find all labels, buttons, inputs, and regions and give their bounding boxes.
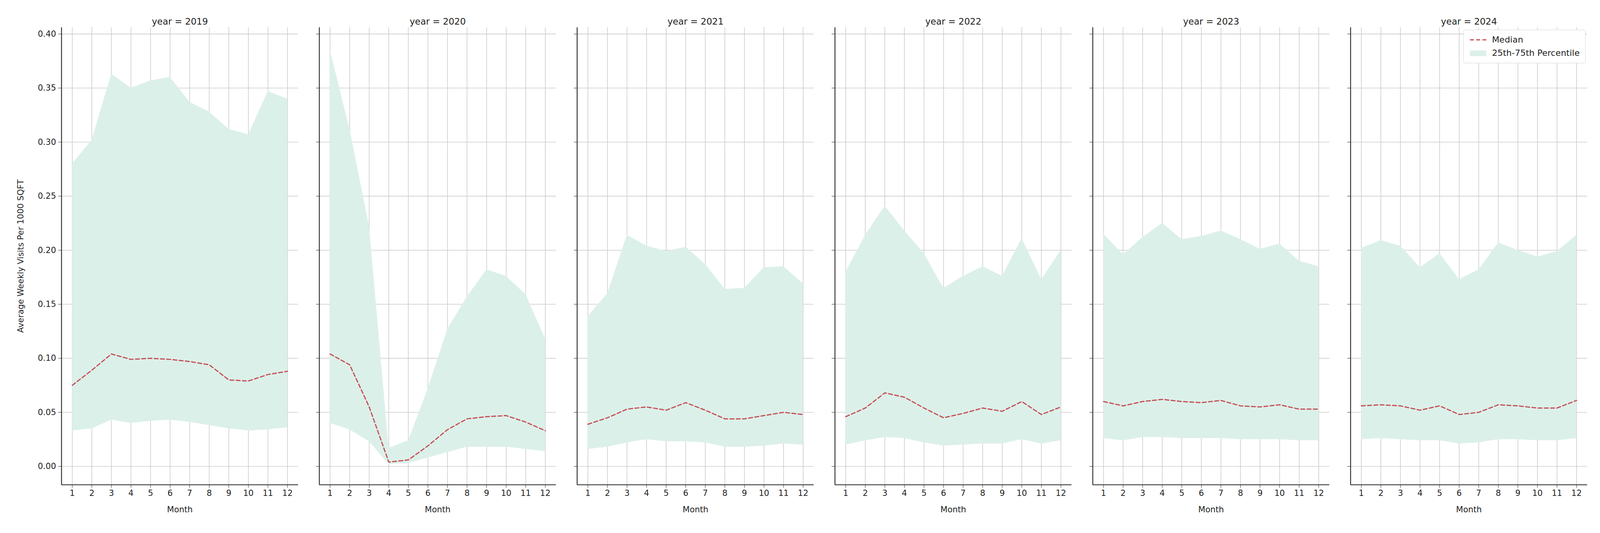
svg-text:2: 2 bbox=[1120, 488, 1126, 499]
svg-text:Average Weekly Visits Per 1000: Average Weekly Visits Per 1000 SQFT bbox=[16, 179, 26, 334]
svg-text:12: 12 bbox=[282, 488, 293, 499]
svg-text:1: 1 bbox=[1100, 488, 1106, 499]
svg-text:11: 11 bbox=[1551, 488, 1563, 499]
svg-text:12: 12 bbox=[540, 488, 551, 499]
svg-text:10: 10 bbox=[242, 488, 254, 499]
svg-text:3: 3 bbox=[1140, 488, 1146, 499]
svg-text:12: 12 bbox=[1571, 488, 1583, 499]
svg-text:1: 1 bbox=[1358, 488, 1364, 499]
svg-text:2: 2 bbox=[1378, 488, 1384, 499]
svg-text:year = 2020: year = 2020 bbox=[409, 16, 467, 27]
svg-text:2: 2 bbox=[604, 488, 610, 499]
svg-text:3: 3 bbox=[882, 488, 888, 499]
svg-text:1: 1 bbox=[327, 488, 333, 499]
svg-text:10: 10 bbox=[500, 488, 512, 499]
svg-text:9: 9 bbox=[1515, 488, 1521, 499]
svg-text:Month: Month bbox=[167, 505, 193, 515]
svg-text:6: 6 bbox=[167, 488, 173, 499]
svg-text:12: 12 bbox=[1313, 488, 1325, 499]
svg-text:6: 6 bbox=[425, 488, 431, 499]
svg-text:0.40: 0.40 bbox=[37, 29, 57, 39]
svg-text:year = 2022: year = 2022 bbox=[925, 16, 982, 27]
svg-text:7: 7 bbox=[1218, 488, 1224, 499]
svg-text:4: 4 bbox=[901, 488, 908, 499]
svg-text:6: 6 bbox=[1198, 488, 1204, 499]
svg-text:Month: Month bbox=[1456, 505, 1483, 515]
svg-text:12: 12 bbox=[1055, 488, 1067, 499]
svg-text:9: 9 bbox=[741, 488, 747, 499]
svg-text:11: 11 bbox=[520, 488, 532, 499]
svg-text:6: 6 bbox=[1456, 488, 1462, 499]
svg-text:3: 3 bbox=[366, 488, 372, 499]
svg-text:0.15: 0.15 bbox=[37, 299, 57, 309]
svg-text:5: 5 bbox=[921, 488, 927, 499]
svg-text:0.25: 0.25 bbox=[37, 191, 57, 201]
svg-text:10: 10 bbox=[758, 488, 770, 499]
svg-text:9: 9 bbox=[1257, 488, 1263, 499]
svg-text:1: 1 bbox=[585, 488, 591, 499]
svg-text:10: 10 bbox=[1274, 488, 1285, 499]
svg-text:0.35: 0.35 bbox=[37, 83, 57, 93]
svg-text:9: 9 bbox=[483, 488, 490, 499]
svg-text:2: 2 bbox=[346, 488, 352, 499]
svg-text:9: 9 bbox=[226, 488, 232, 499]
svg-text:Month: Month bbox=[940, 505, 967, 515]
svg-text:3: 3 bbox=[108, 488, 115, 499]
svg-text:5: 5 bbox=[405, 488, 411, 499]
svg-text:7: 7 bbox=[444, 488, 450, 499]
svg-text:Month: Month bbox=[425, 505, 451, 515]
svg-text:1: 1 bbox=[69, 488, 75, 499]
svg-text:9: 9 bbox=[999, 488, 1005, 499]
svg-text:8: 8 bbox=[1495, 488, 1501, 499]
svg-text:3: 3 bbox=[1398, 488, 1404, 499]
svg-text:7: 7 bbox=[960, 488, 966, 499]
svg-text:7: 7 bbox=[702, 488, 708, 499]
html-text:Median: Median bbox=[1491, 34, 1524, 45]
svg-text:8: 8 bbox=[980, 488, 986, 499]
svg-text:11: 11 bbox=[1294, 488, 1305, 499]
svg-text:4: 4 bbox=[1159, 488, 1165, 499]
svg-text:4: 4 bbox=[386, 488, 392, 499]
svg-text:Month: Month bbox=[682, 505, 709, 515]
svg-text:6: 6 bbox=[683, 488, 689, 499]
svg-text:1: 1 bbox=[842, 488, 849, 499]
svg-text:11: 11 bbox=[1036, 488, 1047, 499]
svg-text:5: 5 bbox=[148, 488, 154, 499]
svg-text:11: 11 bbox=[262, 488, 274, 499]
svg-text:7: 7 bbox=[1476, 488, 1482, 499]
svg-text:11: 11 bbox=[778, 488, 790, 499]
svg-text:5: 5 bbox=[1437, 488, 1443, 499]
svg-text:0.00: 0.00 bbox=[37, 461, 57, 472]
svg-text:5: 5 bbox=[663, 488, 669, 499]
svg-text:8: 8 bbox=[722, 488, 728, 499]
svg-text:0.30: 0.30 bbox=[37, 137, 57, 147]
svg-text:2: 2 bbox=[862, 488, 868, 499]
svg-text:6: 6 bbox=[941, 488, 947, 499]
svg-text:8: 8 bbox=[1237, 488, 1243, 499]
html-text:25th-75th Percentile: 25th-75th Percentile bbox=[1491, 48, 1580, 58]
svg-text:4: 4 bbox=[644, 488, 650, 499]
svg-text:10: 10 bbox=[1016, 488, 1027, 499]
svg-text:year = 2023: year = 2023 bbox=[1183, 16, 1240, 27]
svg-text:0.10: 0.10 bbox=[37, 353, 57, 363]
svg-text:year = 2024: year = 2024 bbox=[1441, 16, 1498, 27]
svg-text:3: 3 bbox=[624, 488, 630, 499]
svg-text:Month: Month bbox=[1198, 505, 1225, 515]
svg-text:year = 2019: year = 2019 bbox=[151, 16, 209, 27]
svg-text:8: 8 bbox=[464, 488, 470, 499]
svg-text:0.20: 0.20 bbox=[37, 245, 57, 255]
svg-text:4: 4 bbox=[128, 488, 134, 499]
svg-text:10: 10 bbox=[1532, 488, 1543, 499]
svg-text:5: 5 bbox=[1179, 488, 1185, 499]
svg-text:7: 7 bbox=[187, 488, 193, 499]
svg-text:year = 2021: year = 2021 bbox=[667, 16, 724, 27]
svg-text:4: 4 bbox=[1417, 488, 1423, 499]
svg-text:8: 8 bbox=[206, 488, 212, 499]
svg-text:2: 2 bbox=[89, 488, 95, 499]
svg-text:0.05: 0.05 bbox=[37, 407, 57, 418]
svg-text:12: 12 bbox=[798, 488, 809, 499]
